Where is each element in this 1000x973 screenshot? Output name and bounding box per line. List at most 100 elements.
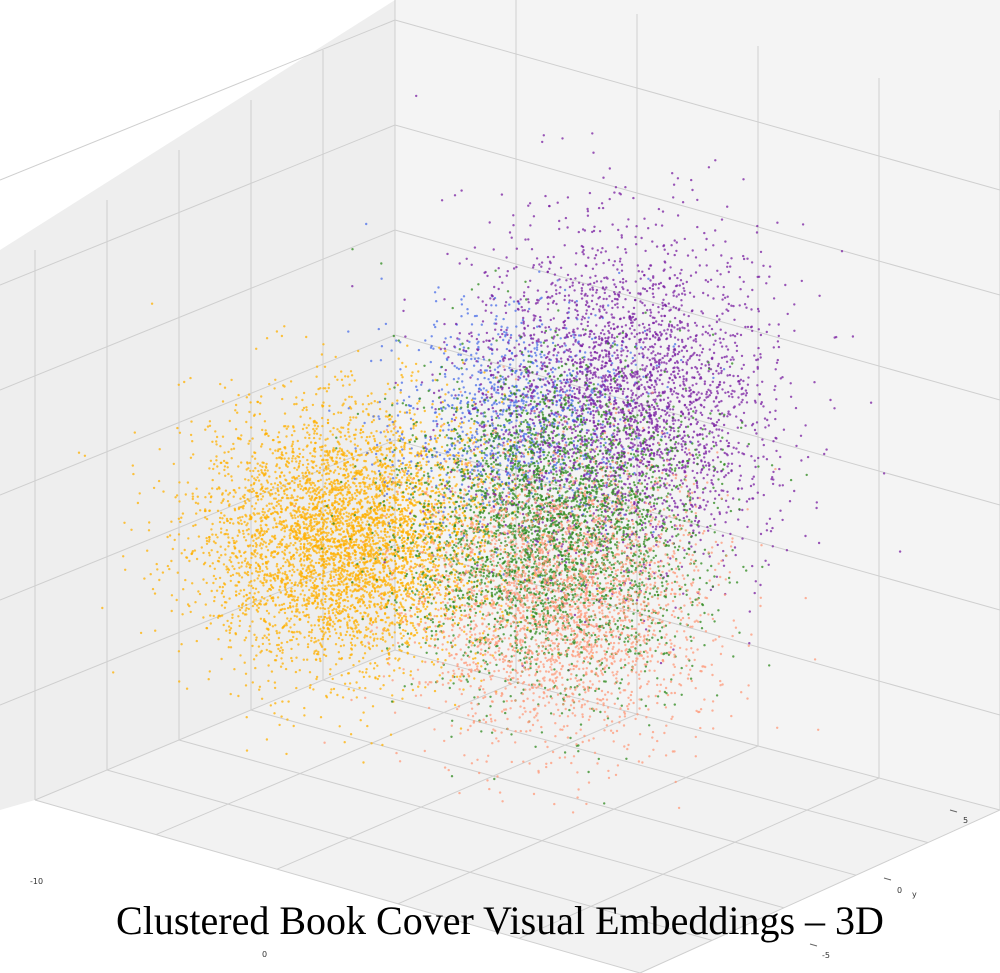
scatter-point	[446, 454, 449, 457]
scatter-point	[269, 584, 273, 587]
scatter-point	[283, 412, 287, 415]
scatter-point	[233, 547, 237, 550]
scatter-point	[310, 460, 313, 463]
scatter-point	[483, 371, 486, 374]
scatter-point	[451, 523, 454, 526]
scatter-point	[367, 474, 370, 477]
scatter-point	[299, 558, 303, 561]
scatter-point	[353, 550, 357, 554]
scatter-point	[361, 424, 365, 428]
scatter-point	[347, 488, 350, 491]
scatter-point	[298, 452, 302, 456]
scatter-point	[226, 466, 229, 469]
scatter-point	[435, 439, 438, 442]
scatter-point	[327, 386, 330, 390]
scatter-point	[227, 450, 230, 454]
scatter-point	[411, 418, 415, 422]
scatter-point	[225, 519, 229, 523]
scatter-point	[435, 523, 438, 526]
scatter-point	[265, 738, 269, 741]
scatter-point	[469, 426, 472, 430]
scatter-point	[394, 484, 397, 488]
scatter-point	[346, 479, 350, 483]
scatter-point	[350, 374, 354, 377]
scatter-point	[234, 590, 238, 593]
scatter-point	[281, 607, 284, 611]
scatter-point	[342, 402, 345, 405]
scatter-point	[330, 533, 333, 536]
scatter-point	[278, 466, 281, 470]
scatter-point	[296, 515, 300, 518]
scatter-point	[314, 513, 318, 516]
scatter-point	[349, 589, 352, 592]
scatter-point	[337, 573, 341, 576]
scatter-point	[386, 602, 389, 605]
scatter-point	[324, 566, 328, 569]
scatter-point	[293, 570, 296, 574]
scatter-point	[138, 492, 141, 495]
scatter-point	[278, 604, 281, 607]
scatter-point	[202, 578, 205, 581]
scatter-point	[272, 556, 275, 559]
scatter-point	[260, 498, 263, 501]
scatter-point	[233, 567, 236, 571]
scatter-point	[331, 611, 335, 615]
scatter-point	[312, 427, 315, 431]
scatter-point	[413, 613, 417, 616]
scatter-point	[216, 550, 219, 554]
scatter-point	[287, 457, 290, 460]
scatter-point	[358, 561, 361, 564]
scatter-point	[307, 616, 311, 619]
scatter-point	[293, 631, 296, 634]
scatter-point	[437, 558, 441, 561]
scatter-point	[339, 513, 342, 516]
scatter-point	[368, 553, 371, 556]
scatter-point	[357, 543, 361, 547]
scatter-point	[355, 485, 358, 488]
scatter-point	[270, 670, 274, 673]
scatter-point	[240, 606, 244, 609]
scatter-point	[319, 600, 323, 603]
scatter-point	[340, 657, 344, 660]
scatter-point	[349, 370, 353, 373]
scatter-point	[323, 499, 327, 503]
scatter-point	[208, 509, 211, 512]
scatter-point	[442, 479, 445, 482]
scatter-point	[193, 549, 197, 552]
scatter-point	[207, 540, 211, 543]
scatter-point	[342, 503, 345, 506]
scatter-point	[231, 613, 234, 616]
scatter-point	[406, 476, 409, 479]
scatter-point	[400, 445, 403, 449]
scatter-point	[227, 493, 230, 496]
scatter-point	[302, 578, 305, 581]
scatter-point	[352, 664, 355, 667]
scatter-point	[311, 594, 315, 597]
scatter-point	[332, 620, 335, 623]
scatter-point	[154, 629, 157, 632]
scatter-point	[290, 590, 293, 593]
scatter-point	[269, 448, 272, 451]
scatter-point	[227, 536, 230, 539]
scatter-point	[420, 464, 423, 467]
scatter-point	[323, 462, 326, 465]
scatter-point	[208, 467, 211, 470]
scatter-point	[326, 418, 330, 422]
scatter-point	[261, 510, 264, 513]
scatter-point	[329, 430, 332, 433]
scatter-point	[208, 538, 211, 541]
scatter-point	[234, 491, 237, 494]
scatter-point	[306, 469, 309, 472]
scatter-point	[345, 588, 349, 591]
scatter-point	[397, 357, 400, 360]
scatter-point	[260, 526, 263, 530]
scatter-point	[364, 439, 368, 442]
scatter-point	[398, 586, 401, 589]
scatter-point	[391, 644, 395, 647]
scatter-point	[312, 572, 315, 575]
scatter-point	[361, 579, 365, 583]
scatter-point	[222, 521, 226, 524]
scatter-point	[478, 610, 482, 613]
scatter-point	[251, 487, 254, 491]
